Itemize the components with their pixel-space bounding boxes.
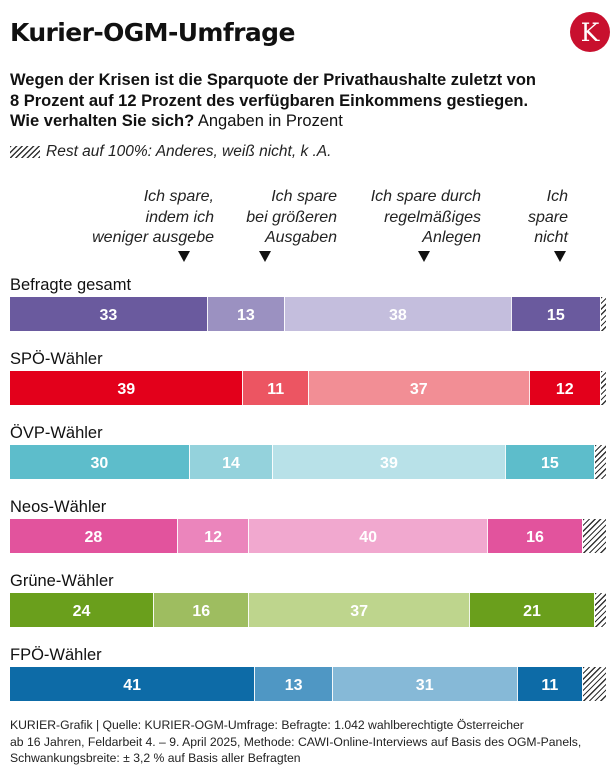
rest-legend: Rest auf 100%: Anderes, weiß nicht, k .A… [10,143,331,161]
bar-segment-rest [594,593,606,627]
bar-segment-rest [582,667,606,701]
bar-segment: 31 [331,667,517,701]
group-label: ÖVP-Wähler [10,424,103,442]
bar-segment-rest [600,297,606,331]
bar-segment: 15 [504,445,595,479]
bar-segment: 11 [516,667,583,701]
column-header-2: Ich spare bei größeren Ausgaben [246,187,337,249]
bar-segment: 39 [10,371,243,405]
column-header-line: bei größeren [246,208,337,226]
group-label: FPÖ-Wähler [10,646,102,664]
bar-segment: 13 [254,667,332,701]
bar-segment-rest [582,519,606,553]
rest-note: Rest auf 100%: Anderes, weiß nicht, k .A… [46,143,332,160]
bar-segment: 16 [153,593,249,627]
bar-row: 30 14 39 15 [10,445,606,479]
subtitle-line-2: 8 Prozent auf 12 Prozent des verfügbaren… [10,91,529,110]
down-arrow-icon [554,251,566,262]
bar-segment: 28 [10,519,177,553]
footer-line-2: ab 16 Jahren, Feldarbeit 4. – 9. April 2… [10,734,582,749]
bar-row: 33 13 38 15 [10,297,606,331]
subtitle-line-1: Wegen der Krisen ist die Sparquote der P… [10,71,536,89]
column-header-3: Ich spare durch regelmäßiges Anlegen [371,187,481,249]
bar-segment: 40 [248,519,487,553]
bar-segment: 33 [10,297,207,331]
chart-title: Kurier-OGM-Umfrage [10,18,295,47]
bar-segment: 11 [242,371,308,405]
column-header-line: indem ich [145,208,214,226]
column-header-line: nicht [534,229,568,246]
bar-segment-rest [600,371,606,405]
column-header-line: Ich spare [271,188,337,205]
down-arrow-icon [418,251,430,262]
bar-row: 39 11 37 12 [10,371,606,405]
bar-segment: 39 [272,445,505,479]
bar-segment: 37 [308,371,529,405]
subtitle-unit: Angaben in Prozent [194,112,343,130]
logo-letter: K [580,18,600,47]
chart-subtitle: Wegen der Krisen ist die Sparquote der P… [10,70,570,132]
bar-segment: 24 [10,593,154,627]
group-label: Befragte gesamt [10,276,132,294]
bar-row: 28 12 40 16 [10,519,606,553]
kurier-logo: K [570,12,610,52]
bar-segment: 37 [248,593,469,627]
bar-segment: 12 [176,519,249,553]
column-header-1: Ich spare, indem ich weniger ausgebe [92,187,214,249]
column-header-4: Ich spare nicht [528,187,568,249]
bar-segment: 38 [284,297,511,331]
column-header-line: Ausgaben [264,229,337,246]
group-label: SPÖ-Wähler [10,350,103,368]
bar-segment-rest [594,445,606,479]
bar-segment: 13 [206,297,285,331]
bar-segment: 14 [188,445,273,479]
group-label: Grüne-Wähler [10,572,114,590]
footer-line-3: Schwankungsbreite: ± 3,2 % auf Basis all… [10,751,301,765]
column-header-line: Anlegen [422,229,481,246]
bar-segment: 15 [510,297,601,331]
footer-line-1: KURIER-Grafik | Quelle: KURIER-OGM-Umfra… [10,718,524,732]
group-label: Neos-Wähler [10,498,107,516]
bar-segment: 30 [10,445,189,479]
subtitle-question: Wie verhalten Sie sich? [10,112,195,130]
subtitle-line-3: Wie verhalten Sie sich? Angaben in Proze… [10,111,570,132]
down-arrow-icon [259,251,271,262]
column-header-line: Ich spare durch [370,188,481,205]
column-header-line: Ich [546,188,568,205]
source-footer: KURIER-Grafik | Quelle: KURIER-OGM-Umfra… [10,717,610,767]
column-header-line: regelmäßiges [384,208,481,226]
hatch-swatch-icon [10,146,40,158]
bar-segment: 21 [468,593,595,627]
bar-row: 41 13 31 11 [10,667,606,701]
down-arrow-icon [178,251,190,262]
column-header-line: weniger ausgebe [92,229,214,246]
bar-segment: 16 [486,519,583,553]
column-header-line: Ich spare, [143,188,214,205]
bar-segment: 41 [10,667,255,701]
bar-segment: 12 [528,371,601,405]
bar-row: 24 16 37 21 [10,593,606,627]
column-header-line: spare [527,208,568,226]
